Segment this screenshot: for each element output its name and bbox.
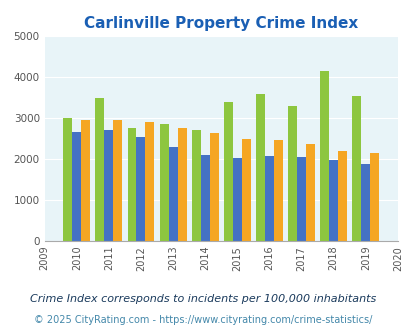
Bar	[72, 132, 81, 241]
Bar	[113, 120, 122, 241]
Bar	[95, 98, 104, 241]
Bar	[273, 140, 282, 241]
Bar	[288, 106, 296, 241]
Bar	[328, 160, 337, 241]
Bar	[127, 128, 136, 241]
Bar	[81, 120, 90, 241]
Bar	[104, 130, 113, 241]
Bar	[200, 155, 209, 241]
Bar	[168, 147, 177, 241]
Bar	[255, 94, 264, 241]
Title: Carlinville Property Crime Index: Carlinville Property Crime Index	[84, 16, 358, 31]
Bar	[360, 164, 369, 241]
Bar	[145, 122, 154, 241]
Text: © 2025 CityRating.com - https://www.cityrating.com/crime-statistics/: © 2025 CityRating.com - https://www.city…	[34, 315, 371, 325]
Bar	[191, 130, 200, 241]
Bar	[296, 157, 305, 241]
Bar	[223, 102, 232, 241]
Bar	[337, 151, 346, 241]
Bar	[369, 153, 378, 241]
Bar	[63, 118, 72, 241]
Bar	[241, 139, 250, 241]
Bar	[305, 144, 314, 241]
Bar	[320, 71, 328, 241]
Bar	[159, 124, 168, 241]
Bar	[177, 128, 186, 241]
Bar	[209, 134, 218, 241]
Bar	[264, 156, 273, 241]
Bar	[352, 96, 360, 241]
Text: Crime Index corresponds to incidents per 100,000 inhabitants: Crime Index corresponds to incidents per…	[30, 294, 375, 304]
Bar	[232, 158, 241, 241]
Bar	[136, 137, 145, 241]
